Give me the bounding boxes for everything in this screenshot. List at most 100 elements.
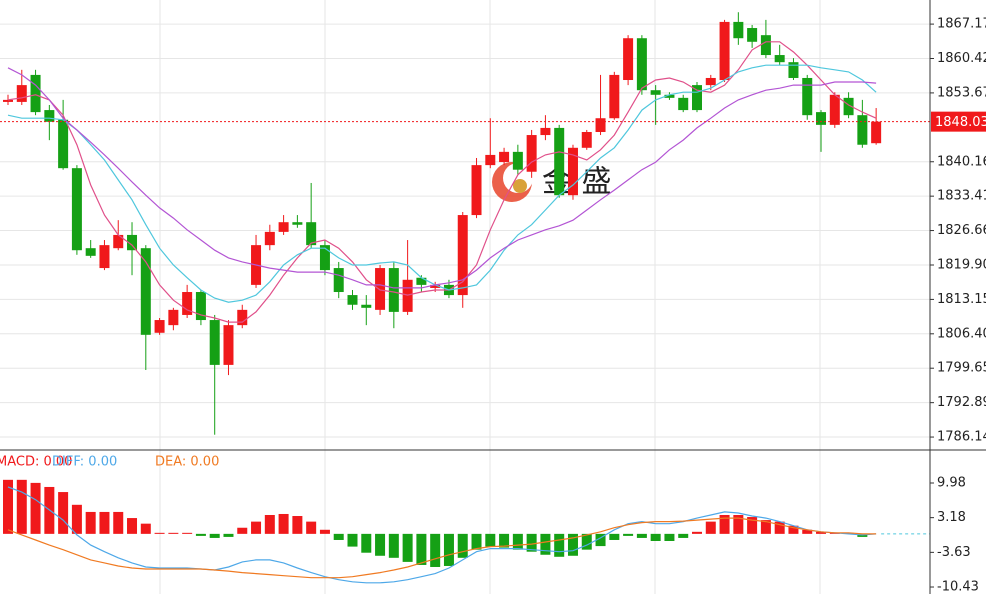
candle-body	[623, 38, 634, 81]
candle-body	[3, 99, 13, 102]
indicator-line	[7, 486, 877, 584]
candle-body	[733, 21, 744, 39]
y-tick-label: 1867.17	[937, 17, 986, 32]
candle-body	[692, 85, 702, 111]
candle-body	[44, 110, 55, 122]
candle-body	[471, 165, 482, 216]
macd-bar	[375, 533, 386, 556]
macd-bar	[623, 533, 634, 536]
candle-body	[278, 222, 289, 232]
y-tick-label: -10.43	[937, 580, 979, 594]
macd-bar	[774, 521, 785, 534]
y-tick-label: 1786.14	[937, 430, 986, 445]
macd-bar	[816, 531, 827, 534]
macd-bar	[457, 533, 468, 558]
macd-bar	[251, 521, 262, 534]
macd-bar	[485, 533, 496, 547]
axis: 1867.17 1860.42 1853.67 1840.16 1833.41 1826.…	[930, 17, 986, 594]
y-tick-label: 9.98	[937, 475, 966, 490]
candle-body	[540, 127, 551, 136]
candle-body	[237, 309, 248, 326]
candle-body	[678, 97, 689, 111]
candle-body	[168, 309, 179, 326]
candle-body	[871, 121, 882, 144]
macd-bar	[85, 511, 96, 534]
candle-body	[567, 147, 578, 196]
macd-bar	[430, 533, 441, 567]
macd-bar	[264, 514, 275, 534]
macd-bar	[802, 529, 813, 534]
candle-body	[333, 268, 344, 293]
candle-body	[292, 222, 303, 225]
macd-bar	[540, 533, 551, 555]
legend-entry: MACD: 0.00	[0, 455, 72, 470]
candle-body	[719, 21, 730, 81]
macd-bar	[692, 531, 702, 534]
macd-bar	[292, 516, 303, 534]
macd-bar	[719, 514, 730, 534]
last-price-box	[931, 111, 986, 132]
macd-bar	[113, 511, 124, 534]
macd-bar	[636, 533, 647, 538]
macd-bar	[595, 533, 606, 547]
candle-body	[375, 268, 386, 310]
macd-bar	[526, 533, 537, 552]
candle-body	[306, 222, 317, 246]
y-tick-label: 1860.42	[937, 51, 986, 66]
candle-body	[581, 131, 592, 148]
candle-body	[650, 90, 661, 95]
candle-body	[609, 74, 620, 119]
indicator-line	[7, 41, 877, 323]
candle-body	[816, 112, 827, 125]
macd-bar	[650, 533, 661, 541]
macd-bar	[306, 521, 317, 534]
macd-bar	[733, 514, 744, 534]
macd-bar	[168, 532, 179, 534]
macd-bar	[30, 482, 41, 534]
candle-body	[499, 151, 510, 163]
watermark: 金 盛	[492, 162, 612, 202]
legend-entry: DIFF: 0.00	[52, 455, 117, 470]
candle-body	[71, 168, 82, 251]
candle-body	[361, 304, 372, 308]
macd-bar	[416, 533, 427, 565]
macd-bar	[609, 533, 620, 540]
macd-bar	[760, 520, 771, 534]
macd-bar	[512, 533, 523, 550]
y-tick-label: 1799.65	[937, 361, 986, 376]
candle-body	[554, 127, 565, 196]
macd-bar	[705, 521, 716, 534]
candle-body	[16, 85, 27, 102]
macd-bar	[195, 533, 206, 536]
macd-bar	[747, 517, 758, 534]
macd-bar	[402, 533, 413, 562]
macd-bar	[567, 533, 578, 556]
candle-body	[788, 62, 799, 78]
macd-bar	[127, 518, 138, 534]
macd-bar	[58, 492, 69, 534]
candle-body	[223, 325, 234, 365]
macd-bar	[140, 523, 151, 534]
grid	[0, 0, 930, 594]
macd-bar	[99, 511, 110, 534]
y-tick-label: 1840.16	[937, 154, 986, 169]
candle-body	[595, 118, 606, 132]
y-tick-label: 1833.41	[937, 189, 986, 204]
macd-bar	[319, 529, 330, 534]
macd-bar	[347, 533, 358, 547]
candle-body	[113, 234, 124, 249]
candle-body	[127, 234, 138, 251]
candle-body	[664, 94, 675, 98]
candle-body	[705, 77, 716, 86]
candle-body	[85, 248, 96, 256]
candle-body	[485, 154, 496, 166]
macd-bar	[499, 533, 510, 548]
macd-bar	[333, 533, 344, 540]
candle-body	[58, 119, 69, 169]
candle-body	[388, 268, 399, 312]
macd-bar	[361, 533, 372, 553]
y-tick-label: -3.63	[937, 545, 971, 560]
candle-body	[209, 320, 220, 365]
indicator-line	[7, 517, 877, 579]
